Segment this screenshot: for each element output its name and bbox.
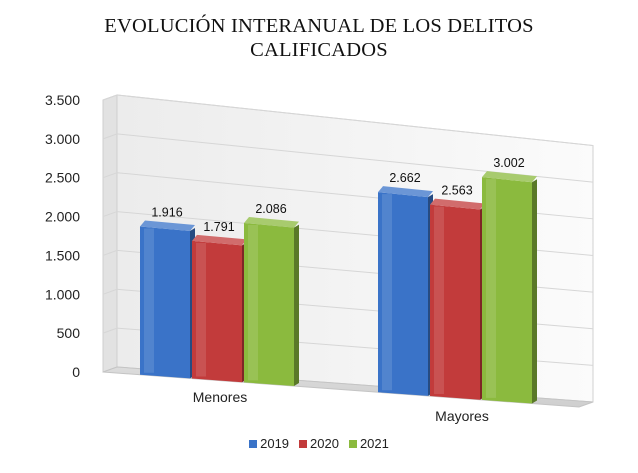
legend-item-2019: 2019 — [249, 436, 289, 451]
chart-title: EVOLUCIÓN INTERANUAL DE LOS DELITOS CALI… — [0, 14, 638, 62]
y-tick-label-2: 1.000 — [45, 286, 80, 302]
legend-swatch-2021 — [348, 439, 357, 448]
bar-highlight — [382, 194, 392, 391]
data-label-mayores-2020: 2.563 — [441, 184, 472, 198]
bar-top — [378, 186, 433, 198]
bar-menores-2019 — [140, 220, 195, 379]
legend-label-2021: 2021 — [359, 436, 389, 451]
y-tick-label-7: 3.500 — [45, 92, 80, 108]
bar-highlight — [248, 224, 258, 381]
legend: 2019 2020 2021 — [0, 436, 638, 451]
bar-highlight — [434, 206, 444, 395]
legend-swatch-2020 — [299, 439, 308, 448]
y-tick-label-3: 1.500 — [45, 247, 80, 263]
bar-menores-2020 — [192, 234, 247, 383]
legend-label-2020: 2020 — [310, 436, 339, 451]
x-axis-labels: Menores Mayores — [193, 389, 489, 424]
bar-top — [430, 198, 485, 210]
y-tick-label-0: 0 — [72, 364, 80, 380]
bar-front — [378, 192, 428, 396]
chart-title-line-2: CALIFICADOS — [250, 39, 388, 61]
bar-mayores-2019 — [378, 186, 433, 396]
y-axis-ticks: 0 500 1.000 1.500 2.000 2.500 3.000 3.500 — [45, 92, 80, 380]
bar-top — [192, 234, 247, 246]
y-tick-label-1: 500 — [57, 325, 81, 341]
bars — [140, 171, 537, 404]
bar-highlight — [486, 179, 496, 398]
bar-front — [192, 240, 242, 383]
legend-label-2019: 2019 — [260, 436, 290, 451]
data-label-menores-2019: 1.916 — [151, 205, 182, 219]
legend-item-2021: 2021 — [348, 436, 389, 451]
bar-front — [482, 177, 532, 404]
chart-title-line-1: EVOLUCIÓN INTERANUAL DE LOS DELITOS — [104, 15, 534, 37]
bar-highlight — [144, 228, 154, 373]
y-tick-label-5: 2.500 — [45, 170, 80, 186]
bar-side — [294, 224, 299, 387]
bar-front — [140, 226, 190, 379]
data-label-mayores-2019: 2.662 — [389, 171, 420, 185]
bar-top — [140, 220, 195, 232]
gridline-6 — [102, 133, 594, 183]
x-category-label-menores: Menores — [193, 389, 247, 405]
bar-side — [532, 179, 537, 404]
legend-item-2020: 2020 — [299, 436, 339, 451]
bar-top — [482, 171, 537, 183]
x-category-label-mayores: Mayores — [435, 408, 489, 424]
bar-mayores-2021 — [482, 171, 537, 404]
legend-swatch-2019 — [249, 439, 258, 448]
gridline-7 — [102, 94, 594, 147]
bar-top — [244, 216, 299, 228]
bar-front — [430, 204, 480, 400]
data-label-menores-2020: 1.791 — [203, 220, 234, 234]
data-label-menores-2021: 2.086 — [255, 202, 286, 216]
bar-highlight — [196, 242, 206, 377]
data-label-mayores-2021: 3.002 — [493, 156, 524, 170]
y-tick-label-6: 3.000 — [45, 131, 80, 147]
bar-menores-2021 — [244, 216, 299, 387]
y-tick-label-4: 2.000 — [45, 209, 80, 225]
data-labels: 1.916 1.791 2.086 2.662 2.563 3.002 — [151, 156, 524, 234]
bar-mayores-2020 — [430, 198, 485, 400]
bar-front — [244, 222, 294, 387]
